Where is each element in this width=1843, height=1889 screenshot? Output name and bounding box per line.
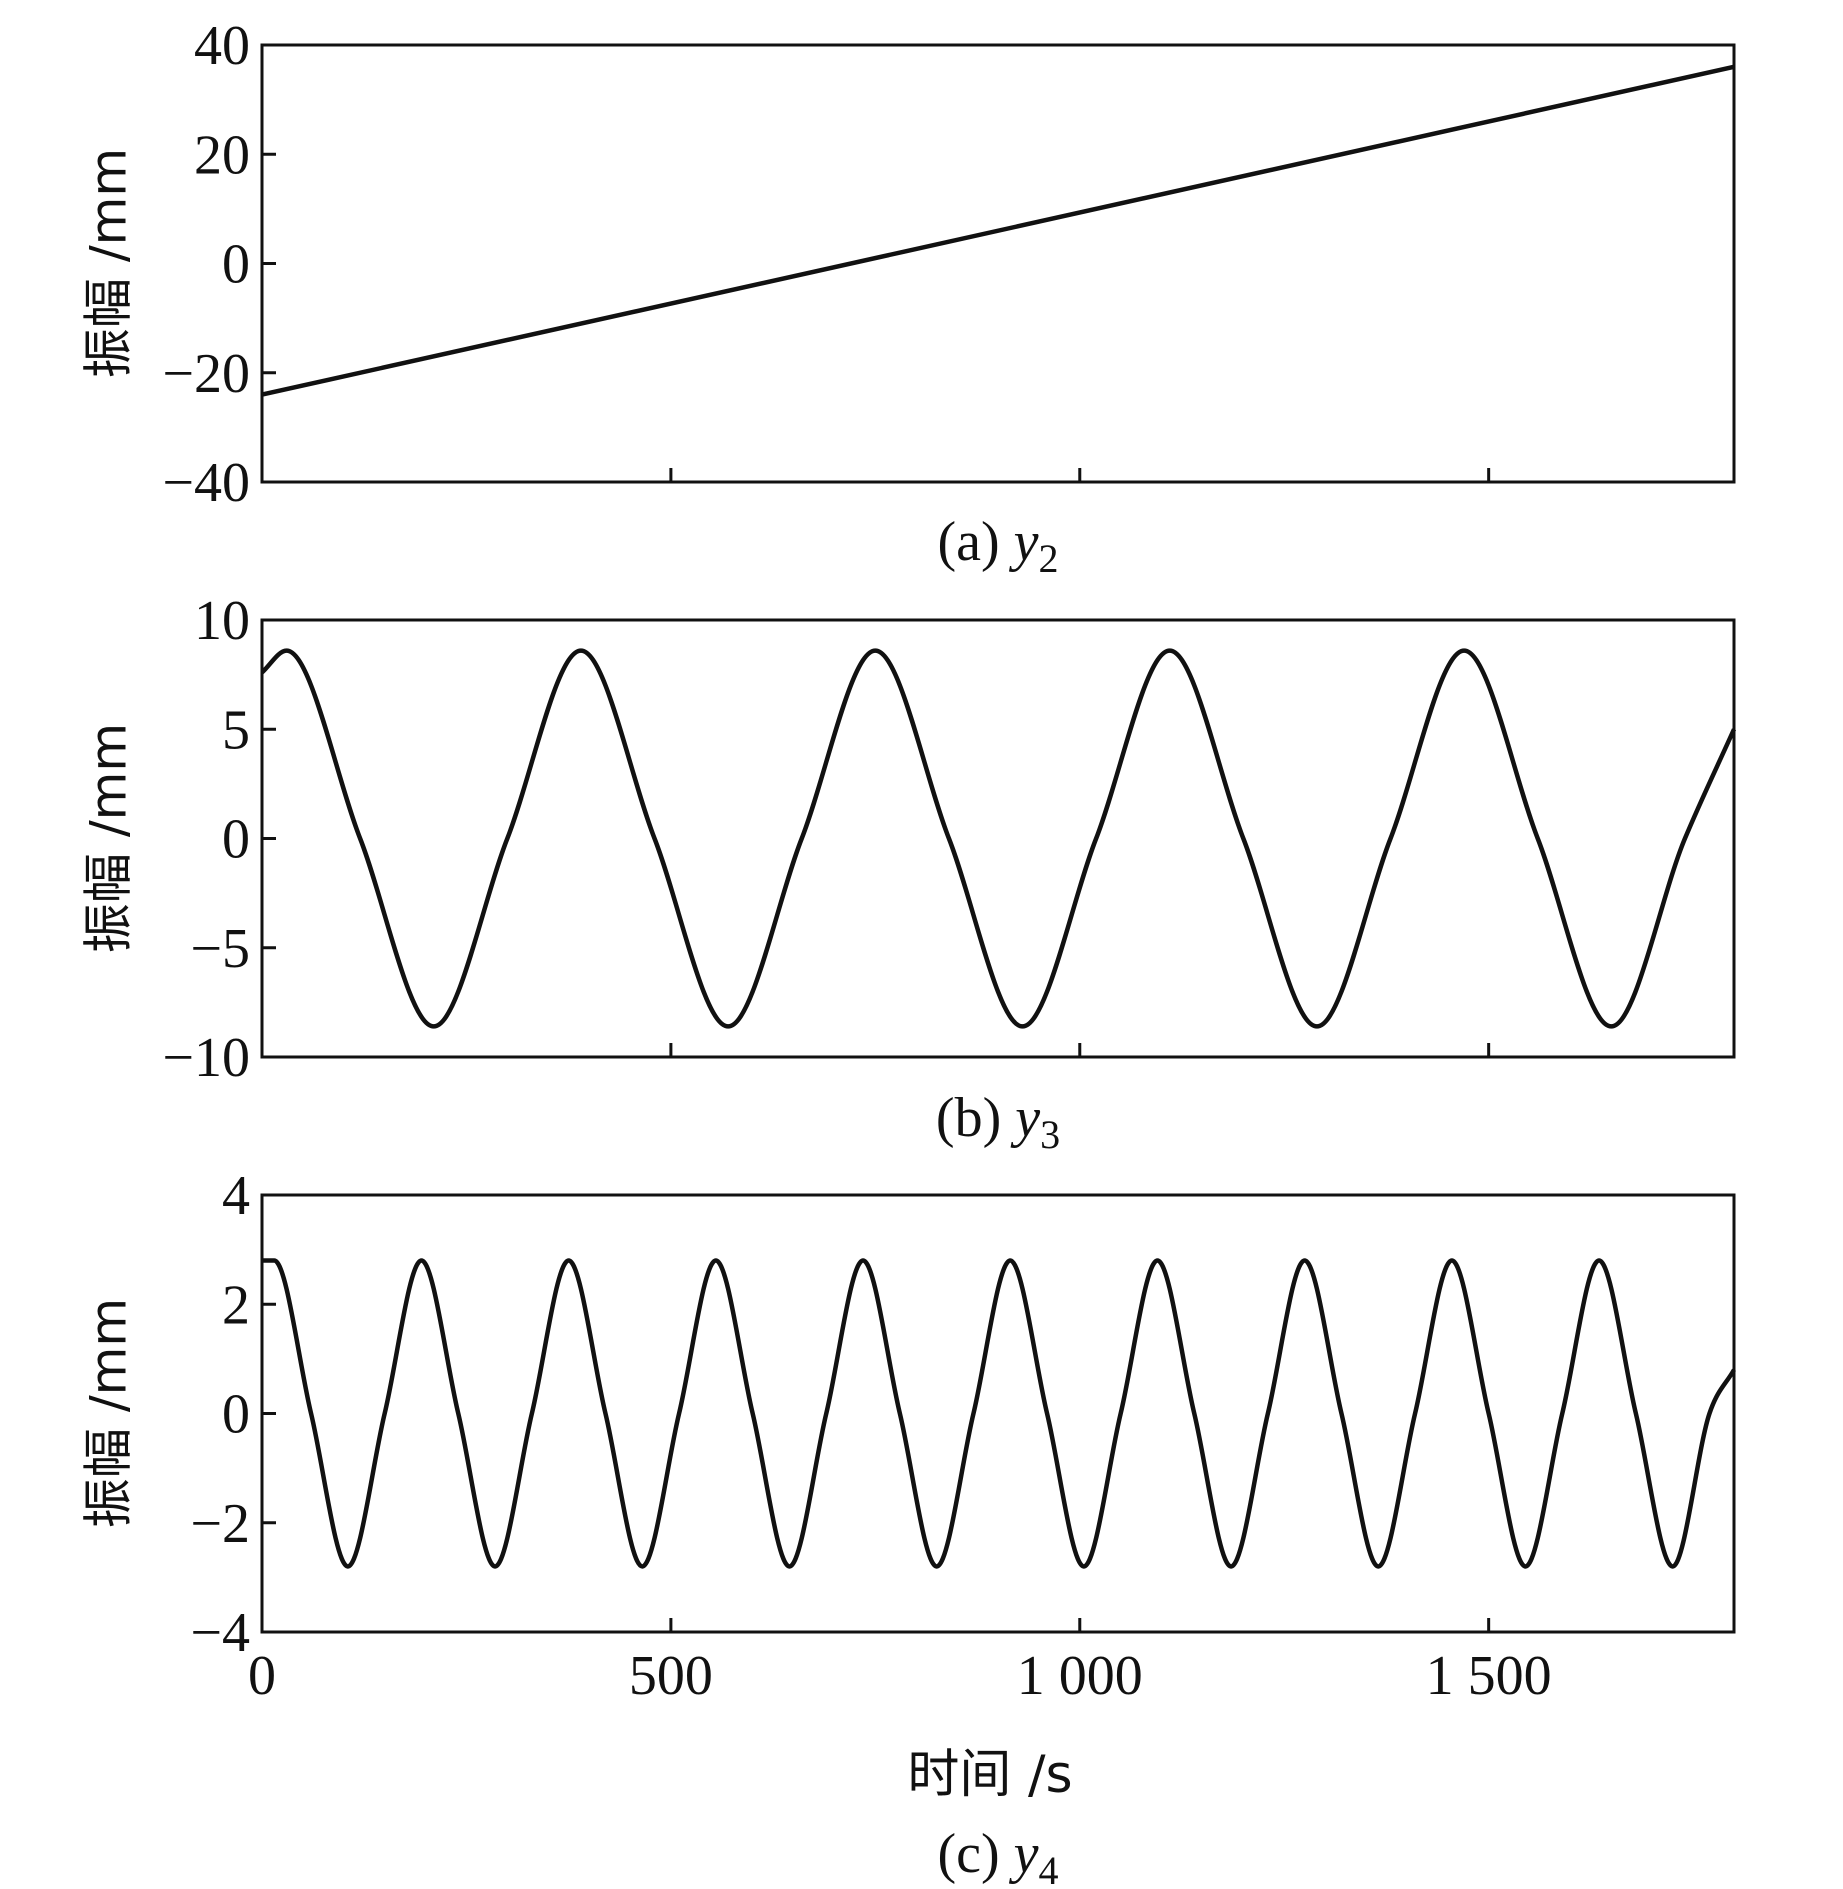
y-tick-label: −10: [162, 1027, 250, 1089]
y-tick-label: 4: [222, 1165, 250, 1227]
y-axis-label: 振幅 /mm: [80, 1298, 138, 1528]
caption-prefix: (a): [937, 511, 1013, 573]
y-tick-label: 20: [194, 124, 250, 186]
y-tick-label: −5: [190, 918, 250, 980]
x-ticks: [669, 468, 1491, 482]
panel-caption: (b) y3: [936, 1087, 1060, 1157]
x-tick-label: 1 000: [1017, 1645, 1143, 1707]
x-tick-label: 1 500: [1426, 1645, 1552, 1707]
y-axis-label: 振幅 /mm: [80, 148, 138, 378]
panel-caption: (c) y4: [937, 1823, 1058, 1889]
caption-subscript: 3: [1040, 1112, 1060, 1157]
series-line: [261, 64, 1735, 397]
x-ticks: [669, 1043, 1491, 1057]
y-tick-label: 0: [222, 234, 250, 296]
series-line: [260, 648, 1737, 1029]
y-tick-label: 2: [222, 1274, 250, 1336]
caption-subscript: 2: [1039, 536, 1059, 581]
y-tick-label: −40: [162, 452, 250, 514]
panel-a: −40 −20 0 20 40 振幅 /mm (a) y2: [80, 15, 1736, 581]
y-tick-label: −2: [190, 1493, 250, 1555]
plot-frame: [260, 1193, 1736, 1634]
x-tick-label: 500: [629, 1645, 713, 1707]
x-ticks: 0 500 1 000 1 500: [248, 1618, 1552, 1707]
y-tick-label: 10: [194, 590, 250, 652]
caption-variable: y: [1010, 1087, 1040, 1149]
caption-variable: y: [1009, 511, 1039, 573]
y-tick-label: 0: [222, 809, 250, 871]
caption-subscript: 4: [1039, 1848, 1059, 1889]
y-tick-label: −20: [162, 343, 250, 405]
y-ticks: −40 −20 0 20 40: [162, 15, 276, 514]
y-tick-label: −4: [190, 1602, 250, 1664]
y-ticks: −10 −5 0 5 10: [162, 590, 276, 1089]
plot-frame: [260, 43, 1736, 484]
panel-b: −10 −5 0 5 10 振幅 /mm (b) y3: [80, 590, 1737, 1157]
y-tick-label: 0: [222, 1384, 250, 1446]
caption-variable: y: [1009, 1823, 1039, 1885]
x-axis-label: 时间 /s: [907, 1745, 1072, 1805]
panel-c: 0 500 1 000 1 500 −4 −2 0 2 4 振幅 /mm 时间 /s (c) …: [80, 1165, 1736, 1889]
y-ticks: −4 −2 0 2 4: [190, 1165, 276, 1664]
panel-caption: (a) y2: [937, 511, 1058, 581]
caption-prefix: (c): [937, 1823, 1013, 1885]
y-axis-label: 振幅 /mm: [80, 723, 138, 953]
series-line: [261, 1258, 1736, 1569]
caption-prefix: (b): [936, 1087, 1015, 1149]
y-tick-label: 40: [194, 15, 250, 77]
x-tick-label: 0: [248, 1645, 276, 1707]
y-tick-label: 5: [222, 699, 250, 761]
